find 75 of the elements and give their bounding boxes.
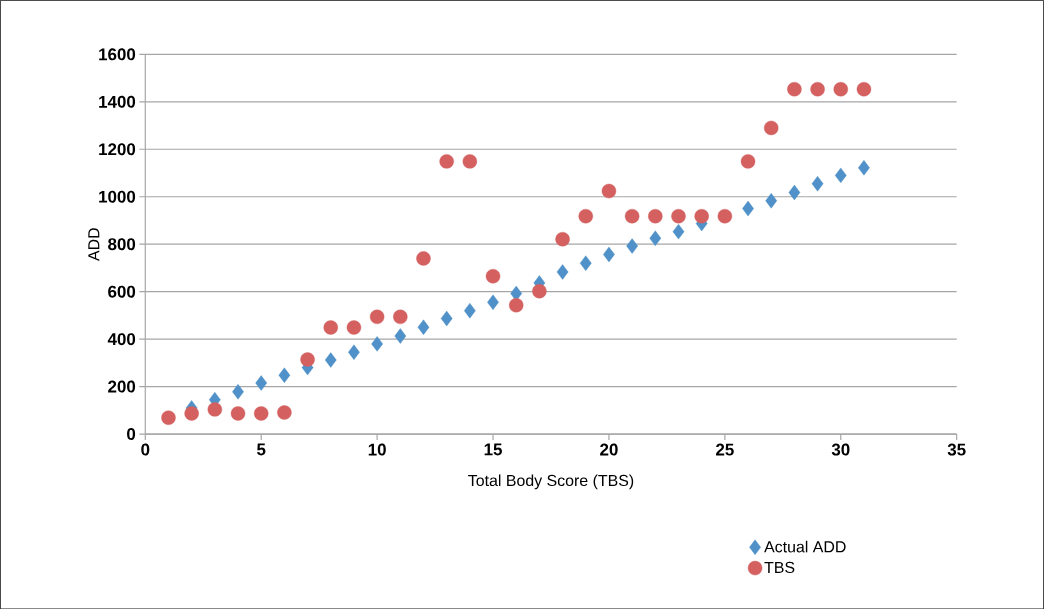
- x-tick-label: 10: [368, 443, 386, 456]
- point: [532, 283, 547, 299]
- point: [462, 154, 478, 169]
- point: [416, 251, 431, 266]
- point: [833, 81, 848, 97]
- point: [184, 406, 199, 421]
- x-axis-title: Total Body Score (TBS): [468, 474, 634, 490]
- point: [324, 352, 337, 368]
- point: [393, 309, 408, 324]
- point: [509, 297, 524, 313]
- point: [788, 184, 801, 201]
- point: [464, 302, 476, 319]
- point: [603, 246, 615, 262]
- point: [555, 231, 570, 247]
- point: [161, 410, 176, 425]
- y-tick-label: 600: [108, 285, 136, 298]
- y-tick-label: 1200: [99, 143, 136, 156]
- x-tick-label: 15: [484, 443, 502, 456]
- x-tick-label: 5: [257, 443, 266, 456]
- point: [649, 230, 662, 246]
- y-tick-label: 0: [127, 427, 136, 440]
- point: [277, 405, 292, 420]
- point: [858, 159, 870, 176]
- legend-label: TBS: [764, 561, 795, 573]
- point: [232, 383, 244, 400]
- y-tick-label: 1600: [99, 48, 136, 61]
- point: [579, 255, 592, 271]
- legend-label: Actual ADD: [764, 540, 846, 553]
- x-tick-label: 35: [947, 443, 966, 456]
- point: [207, 402, 223, 417]
- point: [601, 183, 617, 199]
- point: [556, 264, 569, 280]
- point: [394, 328, 407, 344]
- point: [764, 120, 779, 135]
- y-tick-label: 800: [108, 238, 136, 251]
- x-tick-label: 30: [831, 443, 850, 456]
- point: [811, 175, 824, 192]
- point: [487, 294, 499, 310]
- point: [787, 81, 802, 97]
- y-tick-label: 1000: [99, 190, 136, 203]
- point: [834, 167, 847, 183]
- point: [717, 208, 733, 224]
- point: [348, 344, 360, 360]
- y-axis-title: ADD: [88, 228, 100, 261]
- point: [417, 319, 430, 335]
- point: [671, 208, 686, 224]
- point: [672, 223, 685, 240]
- point: [740, 154, 756, 169]
- x-tick-label: 25: [716, 443, 734, 456]
- point: [369, 309, 385, 324]
- point: [254, 406, 269, 421]
- x-tick-label: 0: [141, 443, 150, 456]
- y-tick-label: 400: [107, 332, 136, 345]
- point: [278, 367, 291, 383]
- point: [624, 208, 640, 224]
- point: [765, 192, 778, 209]
- point: [648, 208, 663, 224]
- point: [694, 208, 709, 224]
- point: [323, 320, 338, 335]
- point: [346, 320, 362, 335]
- point: [810, 81, 825, 97]
- y-tick-label: 1400: [99, 95, 136, 108]
- point: [742, 200, 754, 217]
- y-tick-label: 200: [108, 380, 136, 393]
- point: [371, 336, 383, 352]
- point: [440, 310, 453, 327]
- point: [300, 352, 315, 367]
- point: [485, 268, 501, 284]
- x-tick-label: 20: [600, 443, 618, 456]
- point: [255, 375, 268, 391]
- point: [578, 208, 593, 224]
- point: [230, 406, 246, 421]
- point: [626, 238, 638, 254]
- point: [856, 81, 872, 97]
- point: [439, 154, 454, 169]
